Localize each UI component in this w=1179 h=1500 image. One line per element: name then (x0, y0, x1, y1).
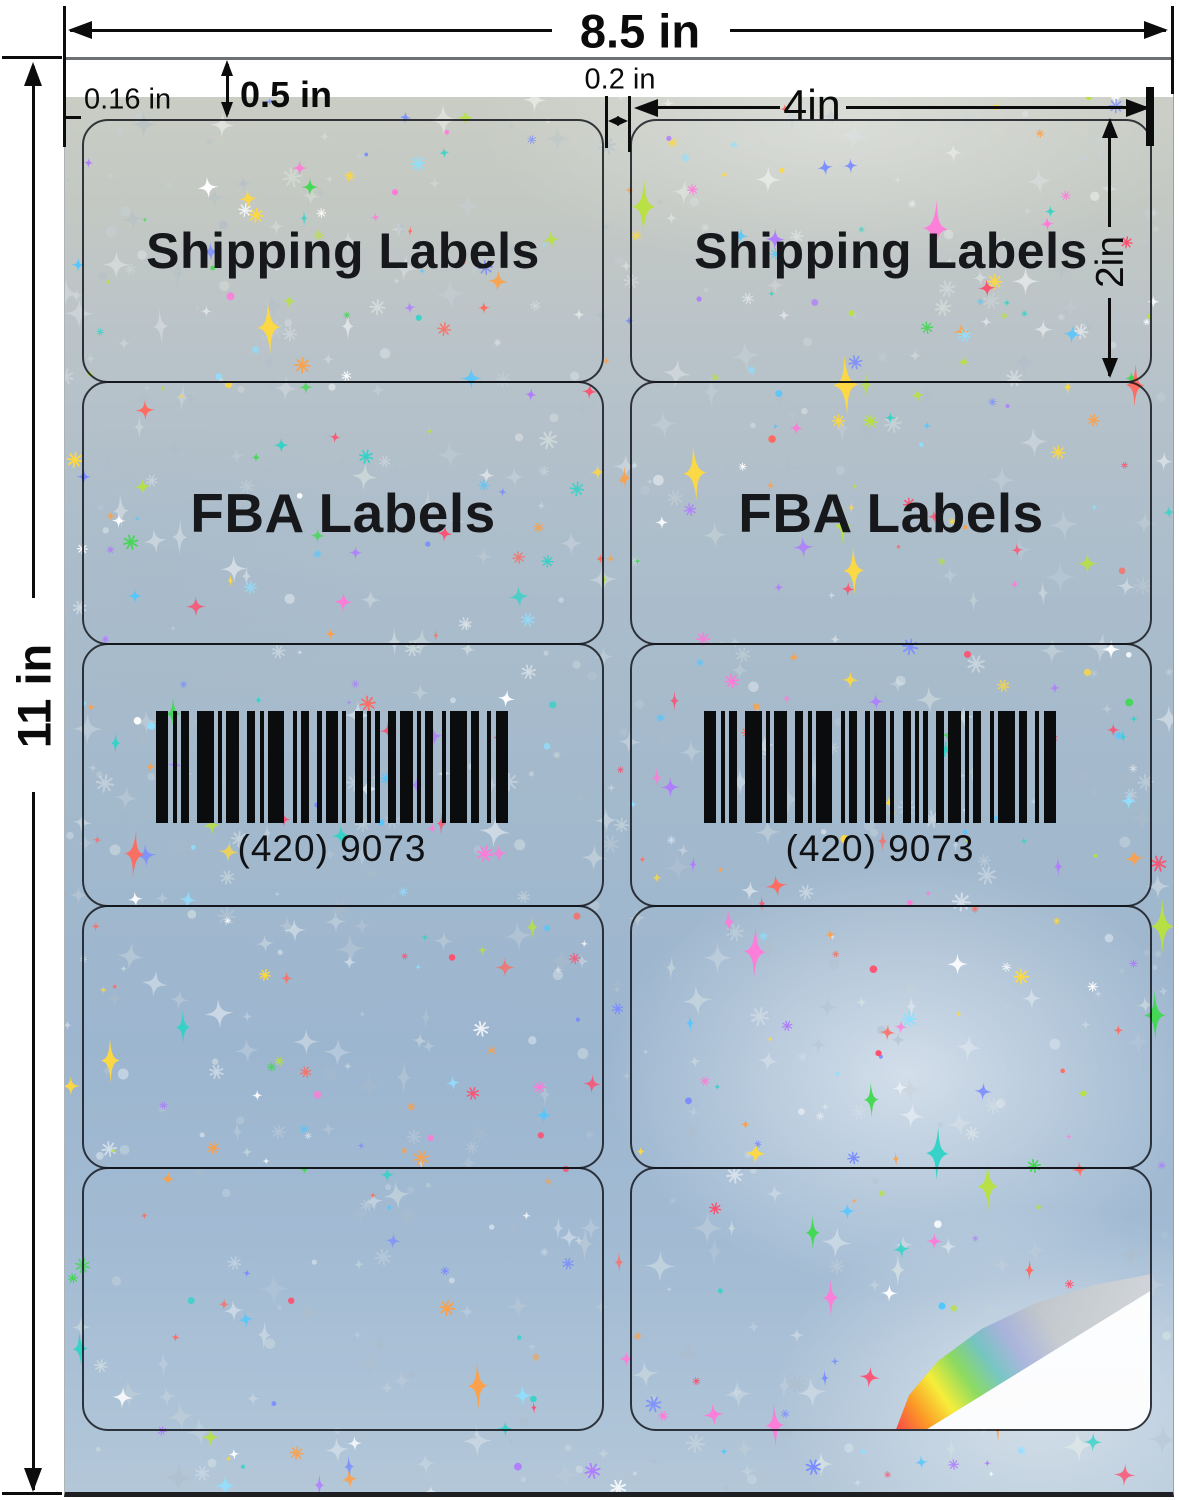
label-height-arrow-up (1102, 118, 1118, 138)
label-row4-col1-blank (82, 905, 604, 1169)
label-height-line-bottom (1108, 298, 1111, 376)
label-row1-col2-shipping: Shipping Labels (630, 119, 1152, 383)
column-gap-tick-right (628, 96, 631, 152)
label-height-arrow-down (1102, 358, 1118, 378)
barcode-block: (420) 9073 (156, 711, 508, 870)
width-dim-tick-left (63, 6, 66, 147)
label-width-arrow-right (1126, 99, 1150, 117)
label-row5-col1-blank (82, 1167, 604, 1431)
height-dim-arrow-up (24, 62, 42, 86)
label-width-arrow-left (634, 99, 658, 117)
label-height-line-top (1108, 137, 1111, 227)
sheet-height-label: 11 in (7, 643, 61, 749)
label-row3-col1-barcode: (420) 9073 (82, 643, 604, 907)
barcode-block: (420) 9073 (704, 711, 1056, 870)
height-dim-tick-bottom (2, 1492, 62, 1495)
label-width-line-left (658, 106, 780, 109)
label-height-label: 2in (1089, 235, 1132, 289)
width-dim-line-left (70, 29, 552, 32)
barcode-text: (420) 9073 (785, 828, 975, 869)
label-row3-col2-barcode: (420) 9073 (630, 643, 1152, 907)
barcode (704, 711, 1056, 823)
height-dim-line-bottom (32, 792, 35, 1490)
label-title: Shipping Labels (694, 223, 1088, 279)
height-dim-line-top (32, 66, 35, 598)
label-title: FBA Labels (190, 481, 496, 544)
column-gap-arrow-right (617, 116, 628, 126)
label-row5-col2-peeled (630, 1167, 1152, 1431)
column-gap-tick-left (605, 96, 608, 148)
label-sheet (64, 57, 1174, 1497)
label-width-label: 4in (783, 81, 841, 130)
column-gap-arrow-left (608, 116, 619, 126)
label-title: Shipping Labels (146, 223, 540, 279)
width-dim-arrow-right (1144, 21, 1168, 39)
width-dim-arrow-left (68, 21, 92, 39)
label-row1-col1-shipping: Shipping Labels (82, 119, 604, 383)
label-row4-col2-blank (630, 905, 1152, 1169)
label-row2-col1-fba: FBA Labels (82, 381, 604, 645)
side-margin-tick (64, 116, 81, 119)
width-dim-tick-right (1171, 6, 1174, 94)
top-margin-arrow-up (221, 60, 233, 76)
width-dim-line-right (730, 29, 1166, 32)
sheet-width-label: 8.5 in (579, 4, 701, 58)
label-width-tick (1146, 87, 1154, 146)
top-margin-label: 0.5 in (240, 74, 333, 115)
barcode (156, 711, 508, 823)
barcode-text: (420) 9073 (237, 828, 427, 869)
top-margin-dim-line (226, 64, 229, 114)
label-row2-col2-fba: FBA Labels (630, 381, 1152, 645)
label-width-line-right (846, 106, 1148, 109)
label-title: FBA Labels (738, 481, 1044, 544)
top-margin-arrow-down (221, 102, 233, 118)
height-dim-tick-top (2, 56, 62, 59)
side-margin-label: 0.16 in (84, 83, 172, 116)
height-dim-arrow-down (24, 1468, 42, 1492)
column-gap-label: 0.2 in (584, 63, 656, 96)
